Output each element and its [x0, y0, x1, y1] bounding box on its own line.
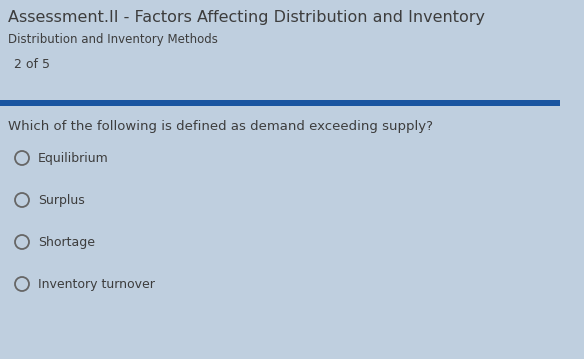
Text: Inventory turnover: Inventory turnover [38, 278, 155, 291]
Text: Shortage: Shortage [38, 236, 95, 249]
Text: Equilibrium: Equilibrium [38, 152, 109, 165]
Bar [0, 100, 560, 106]
Text: Surplus: Surplus [38, 194, 85, 207]
Text: 2 of 5: 2 of 5 [14, 58, 50, 71]
Text: Assessment.II - Factors Affecting Distribution and Inventory: Assessment.II - Factors Affecting Distri… [8, 10, 485, 25]
Text: Distribution and Inventory Methods: Distribution and Inventory Methods [8, 33, 218, 46]
Text: Which of the following is defined as demand exceeding supply?: Which of the following is defined as dem… [8, 120, 433, 133]
